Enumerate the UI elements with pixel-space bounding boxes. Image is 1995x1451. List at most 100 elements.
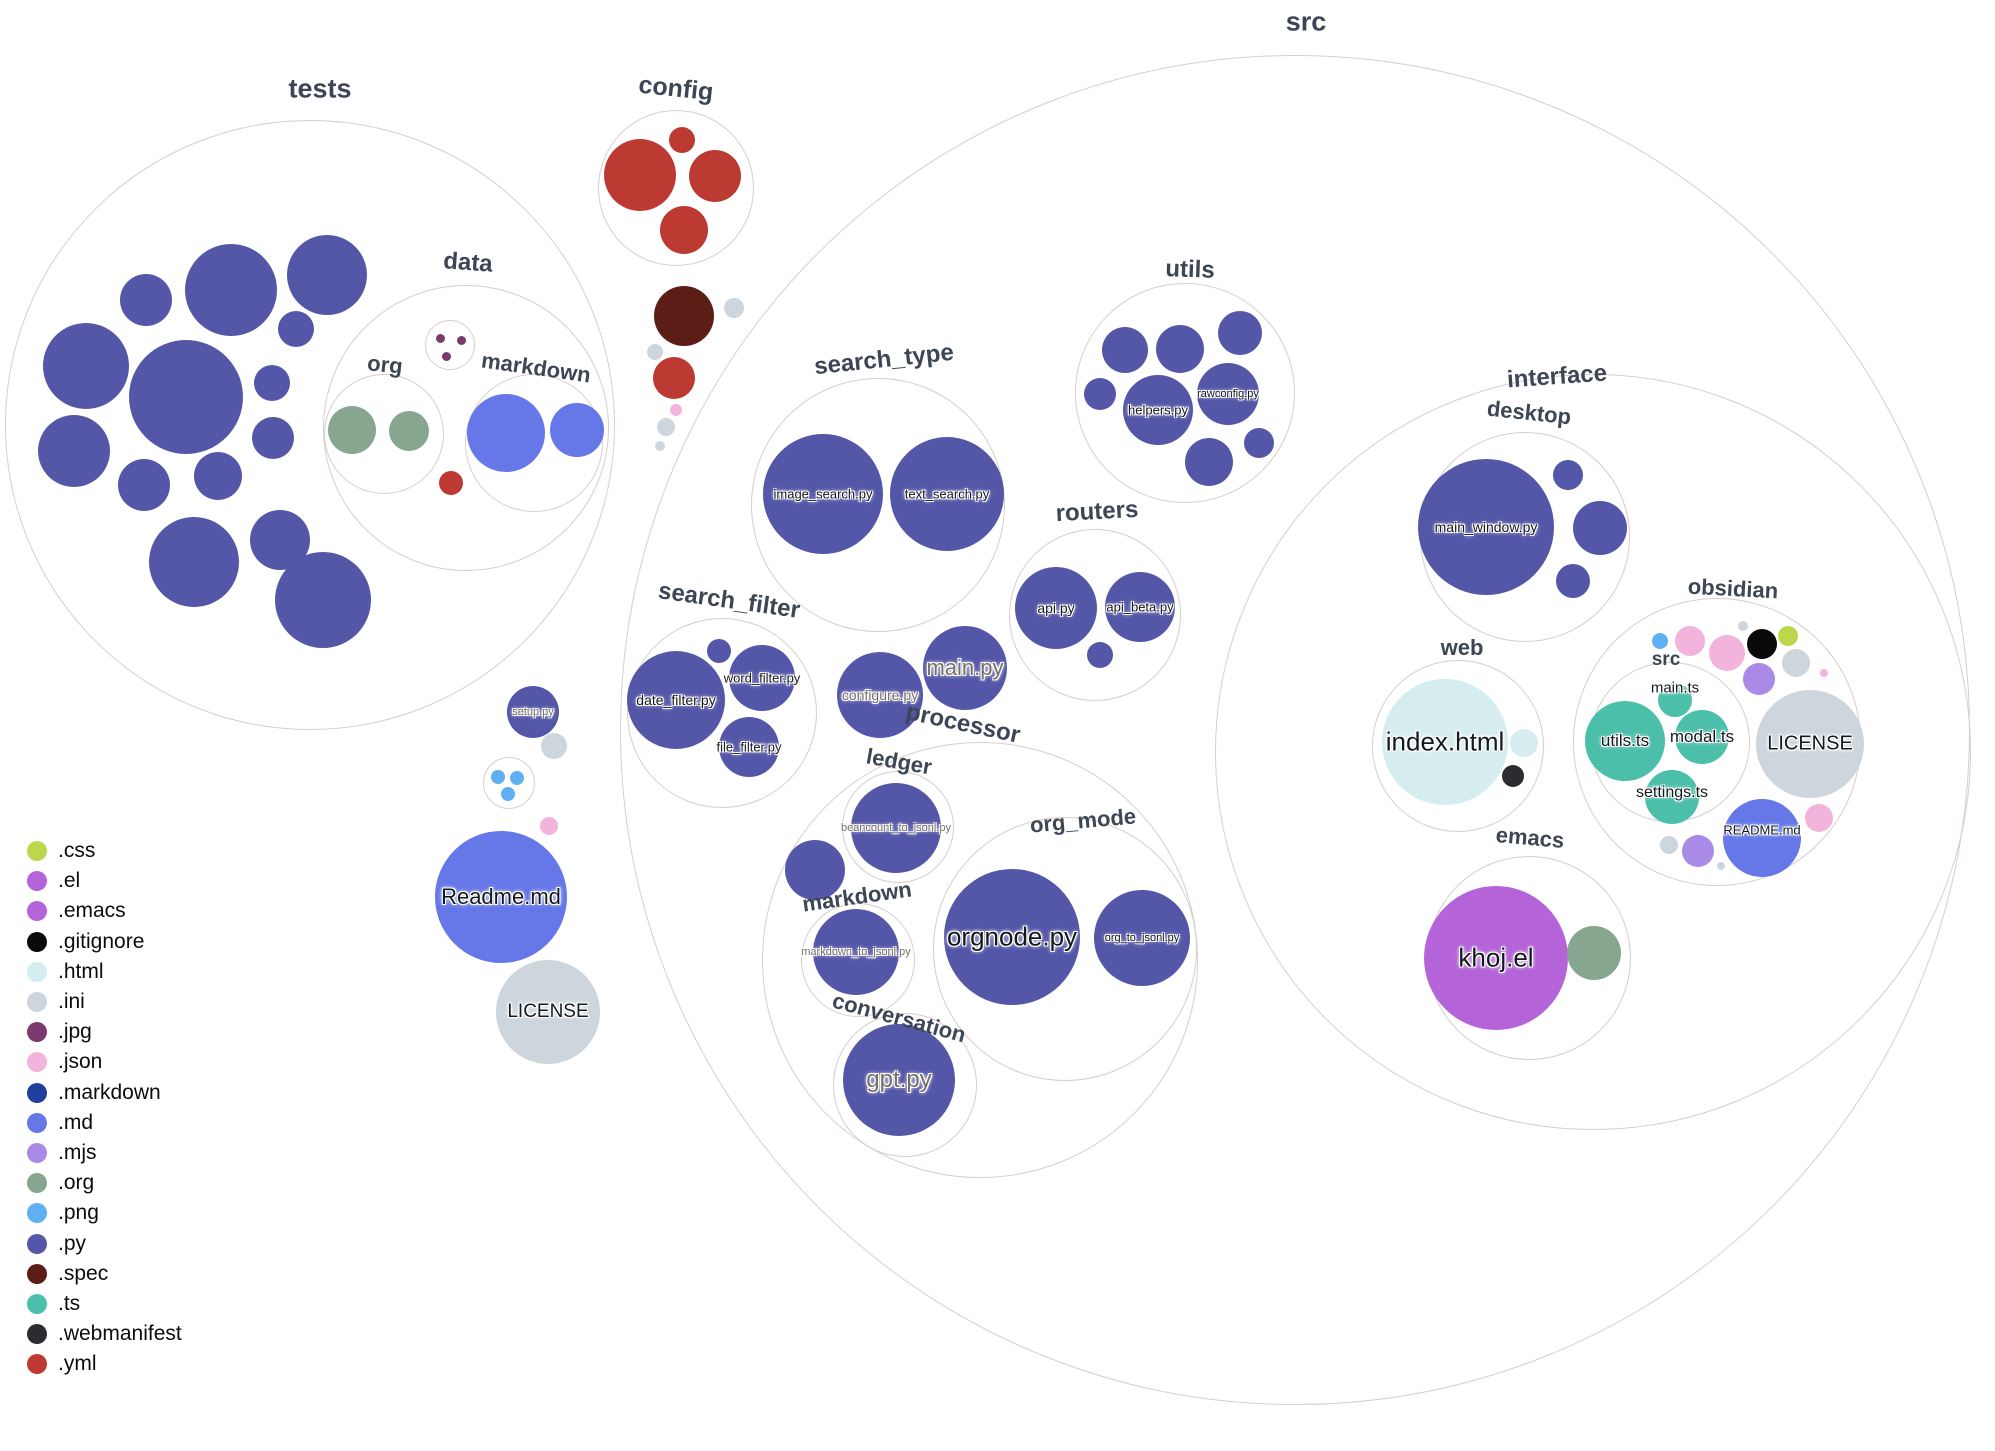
file-configure-py — [837, 652, 923, 738]
folder-label-routers: routers — [1054, 495, 1139, 528]
file-yml-22 — [604, 139, 676, 211]
file-md-20 — [467, 394, 545, 472]
file-ini-27 — [724, 298, 744, 318]
file-label-helpers-py: helpers.py — [1128, 402, 1188, 418]
legend-label-org: .org — [58, 1171, 95, 1195]
folder-utils — [1075, 283, 1295, 503]
file-api-py — [1015, 567, 1097, 649]
legend-item-webmanifest: .webmanifest — [27, 1319, 182, 1349]
file-label-api-beta-py: api_beta.py — [1106, 599, 1174, 615]
legend-label-ts: .ts — [58, 1291, 81, 1315]
folder-label-src-obsidian: src — [1651, 649, 1681, 670]
file-label-main-window-py: main_window.py — [1434, 519, 1538, 535]
file-label-modal-ts: modal.ts — [1669, 727, 1735, 746]
legend-color-dot-json — [27, 1052, 47, 1073]
folder-search-filter — [627, 618, 817, 808]
legend-color-dot-html — [27, 961, 47, 982]
file-label-api-py: api.py — [1037, 600, 1075, 616]
folder-png-cluster — [483, 757, 535, 809]
file-index-html — [1382, 679, 1508, 805]
legend-color-dot-el — [27, 871, 47, 892]
legend-color-dot-markdown — [27, 1082, 47, 1103]
legend-color-dot-yml — [27, 1354, 47, 1375]
file-css-86 — [1778, 626, 1798, 646]
folder-jpg-cluster — [425, 320, 475, 370]
file-label-word-filter-py: word_filter.py — [723, 670, 801, 686]
legend-color-dot-gitignore — [27, 931, 47, 952]
file-label-setup-py: setup.py — [512, 706, 554, 718]
file-py-50 — [1156, 325, 1204, 373]
file-py-7 — [252, 417, 294, 459]
file-json-83 — [1709, 635, 1745, 671]
file-ini-31 — [657, 418, 675, 436]
file-label-text-search-py: text_search.py — [904, 486, 990, 502]
folder-markdown-proc — [801, 903, 915, 1017]
file-ini-92 — [1717, 862, 1725, 870]
file-org-74 — [1567, 926, 1621, 980]
file-word-filter-py — [729, 645, 795, 711]
file-py-59 — [1087, 642, 1113, 668]
legend-item-markdown: .markdown — [27, 1078, 182, 1108]
file-py-8 — [38, 415, 110, 487]
file-py-13 — [275, 552, 371, 648]
file-readme-md — [435, 831, 567, 963]
folder-label-utils: utils — [1164, 255, 1216, 284]
file-py-2 — [287, 235, 367, 315]
extension-legend: .css .el .emacs .gitignore .html .ini .jpg .jso… — [27, 836, 182, 1379]
legend-color-dot-ini — [27, 992, 47, 1013]
file-label-settings-ts: settings.ts — [1635, 784, 1709, 801]
file-py-69 — [1556, 564, 1590, 598]
legend-item-el: .el — [27, 866, 182, 896]
file-license — [1756, 690, 1864, 798]
legend-label-json: .json — [58, 1050, 103, 1074]
legend-item-py: .py — [27, 1228, 182, 1258]
legend-label-ini: .ini — [58, 990, 85, 1014]
file-py-5 — [129, 340, 243, 454]
file-helpers-py — [1123, 375, 1193, 445]
file-png-36 — [510, 771, 524, 785]
file-jpg-15 — [456, 335, 466, 345]
file-ini-28 — [647, 344, 663, 360]
file-spec-26 — [654, 286, 714, 346]
file-png-35 — [491, 770, 505, 784]
file-file-filter-py — [719, 717, 779, 777]
file-label-main-py: main.py — [926, 655, 1004, 680]
file-py-1 — [185, 244, 277, 336]
file-label-gpt-py: gpt.py — [866, 1066, 932, 1093]
legend-color-dot-org — [27, 1173, 47, 1194]
legend-label-css: .css — [58, 839, 96, 863]
file-readme-md — [1723, 799, 1801, 877]
file-py-56 — [1244, 428, 1274, 458]
file-org-17 — [328, 406, 376, 454]
file-yml-25 — [660, 206, 708, 254]
folder-label-data: data — [442, 247, 494, 278]
file-py-0 — [120, 274, 172, 326]
legend-color-dot-emacs — [27, 901, 47, 922]
file-label-readme-md: Readme.md — [441, 884, 561, 909]
legend-label-png: .png — [58, 1201, 99, 1225]
file-beancount-to-jsonl-py — [851, 783, 941, 873]
legend-label-spec: .spec — [58, 1261, 109, 1285]
file-gpt-py — [843, 1024, 955, 1136]
file-date-filter-py — [627, 651, 725, 749]
folder-data — [323, 285, 609, 571]
file-image-search-py — [763, 434, 883, 554]
legend-item-css: .css — [27, 836, 182, 866]
file-label-orgnode-py: orgnode.py — [946, 921, 1078, 952]
file-label-markdown-to-jsonl-py: markdown_to_jsonl.py — [801, 946, 911, 958]
file-py-10 — [194, 452, 242, 500]
legend-item-spec: .spec — [27, 1259, 182, 1289]
folder-label-obsidian: obsidian — [1687, 573, 1779, 604]
file-label-configure-py: configure.py — [841, 687, 919, 703]
file-label-image-search-py: image_search.py — [773, 486, 873, 502]
file-py-52 — [1084, 378, 1116, 410]
legend-label-webmanifest: .webmanifest — [58, 1322, 182, 1346]
folder-config — [598, 110, 754, 266]
legend-label-emacs: .emacs — [58, 899, 126, 923]
file-yml-24 — [689, 150, 741, 202]
legend-color-dot-py — [27, 1233, 47, 1254]
file-text-search-py — [890, 437, 1004, 551]
file-py-67 — [1553, 460, 1583, 490]
folder-search-type — [751, 378, 1005, 632]
